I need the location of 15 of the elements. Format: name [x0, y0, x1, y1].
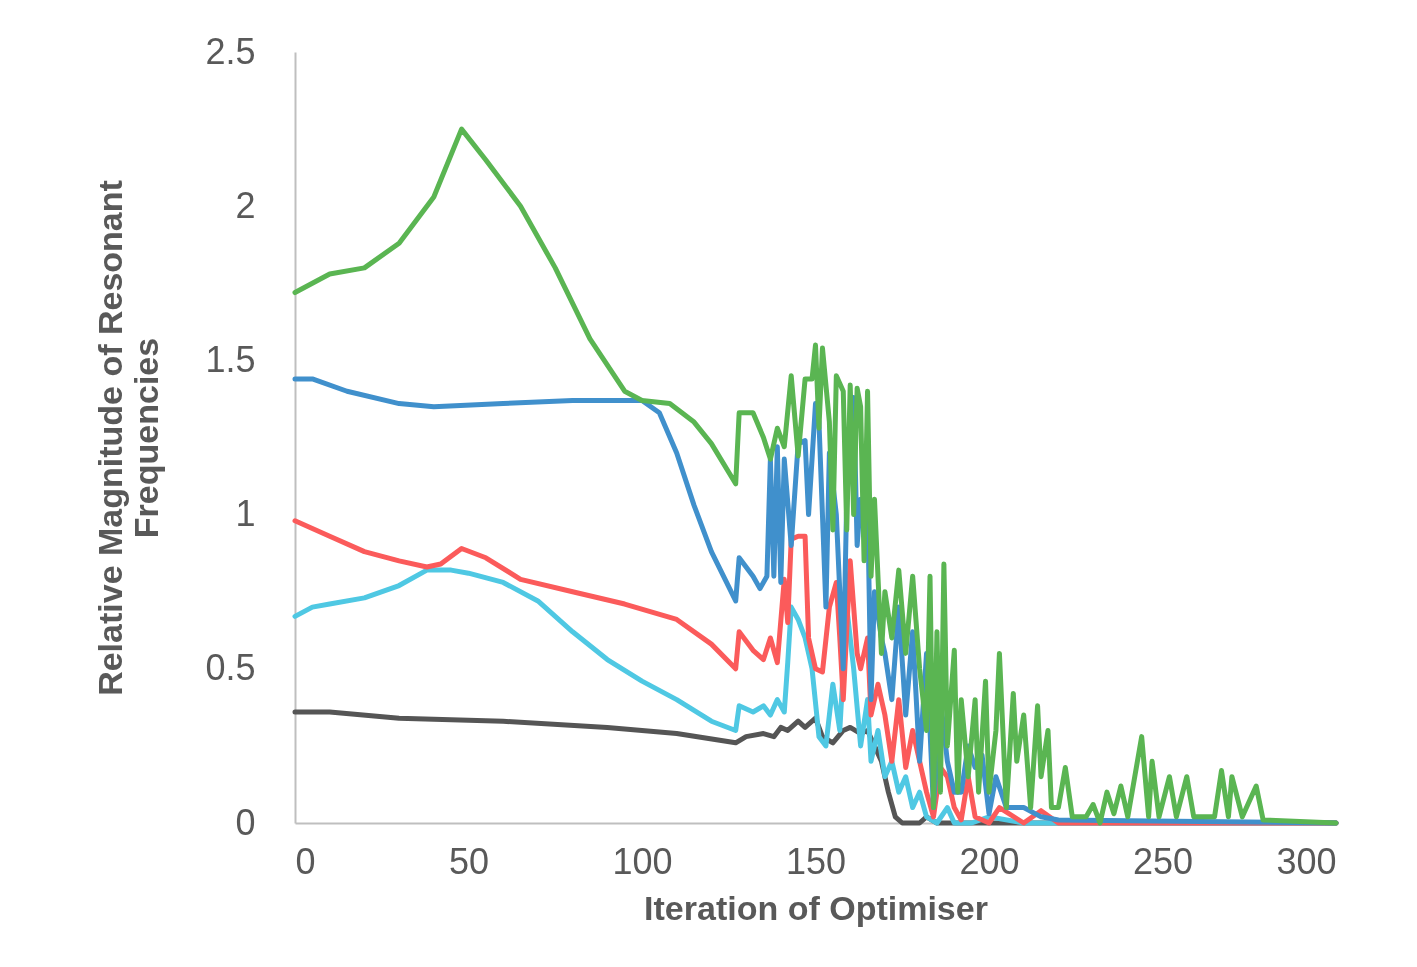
- x-tick-label: 300: [1276, 840, 1337, 882]
- x-tick-label: 0: [295, 840, 316, 882]
- y-tick-label: 0.5: [205, 647, 256, 689]
- y-tick-label: 2: [235, 184, 256, 226]
- x-tick-label: 250: [1132, 840, 1194, 882]
- y-tick-label: 1: [235, 493, 256, 535]
- x-axis-title: Iteration of Optimiser: [644, 888, 988, 927]
- y-tick-label: 2.5: [205, 30, 256, 72]
- y-tick-label: 1.5: [205, 338, 256, 380]
- y-axis-title: Relative Magnitude of Resonant Frequencies: [91, 180, 166, 696]
- x-tick-label: 100: [612, 840, 673, 882]
- x-tick-label: 200: [959, 840, 1020, 882]
- y-tick-label: 0: [235, 801, 256, 843]
- x-tick-label: 50: [448, 840, 490, 882]
- x-tick-label: 150: [785, 840, 847, 882]
